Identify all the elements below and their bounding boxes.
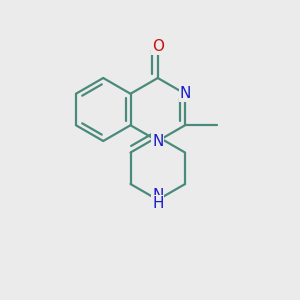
Text: N: N [179, 86, 191, 101]
Text: O: O [152, 39, 164, 54]
Text: H: H [152, 196, 164, 211]
Text: N: N [152, 188, 164, 203]
Text: N: N [152, 134, 164, 148]
